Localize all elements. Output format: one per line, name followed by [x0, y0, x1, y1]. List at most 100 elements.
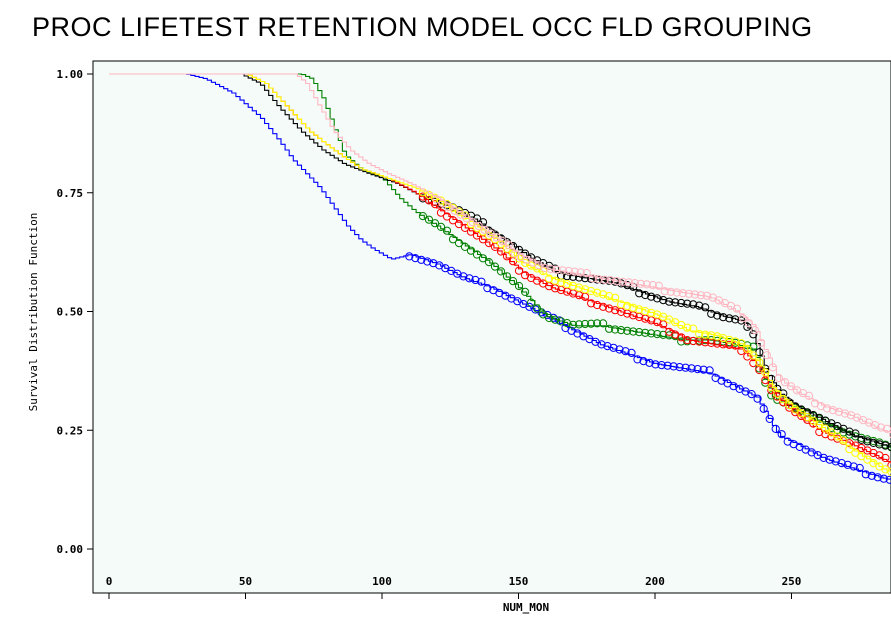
- censor-marker: [514, 281, 524, 291]
- censor-marker: [618, 277, 627, 286]
- censor-marker: [405, 252, 414, 261]
- censor-marker: [563, 280, 572, 289]
- x-tick-label: 0: [106, 575, 113, 588]
- censor-marker: [725, 340, 734, 349]
- censor-marker: [869, 459, 878, 468]
- censor-marker: [641, 290, 650, 300]
- censor-marker: [460, 223, 470, 232]
- censor-marker: [780, 378, 790, 387]
- censor-marker: [819, 453, 828, 462]
- censor-marker: [587, 286, 596, 296]
- censor-marker: [713, 332, 722, 341]
- censor-marker: [545, 313, 554, 323]
- censor-marker: [442, 212, 452, 221]
- censor-marker: [828, 406, 838, 415]
- censor-marker: [611, 293, 620, 302]
- censor-marker: [749, 351, 758, 360]
- censor-marker: [683, 299, 692, 308]
- censor-marker: [647, 329, 656, 338]
- censor-marker: [833, 432, 842, 441]
- censor-marker: [774, 374, 784, 383]
- censor-marker: [863, 437, 872, 446]
- censor-marker: [657, 361, 666, 370]
- censor-marker: [474, 221, 483, 231]
- censor-marker: [641, 328, 650, 337]
- censor-marker: [677, 298, 686, 308]
- censor-marker: [831, 457, 840, 466]
- series-6: [109, 73, 891, 439]
- censor-marker: [629, 303, 638, 312]
- censor-marker: [633, 355, 642, 364]
- censor-marker: [761, 378, 770, 387]
- censor-marker: [460, 242, 470, 251]
- censor-marker: [738, 314, 748, 323]
- censor-marker: [508, 277, 518, 286]
- censor-marker: [459, 272, 468, 281]
- censor-marker: [444, 202, 453, 212]
- censor-marker: [785, 400, 794, 409]
- censor-marker: [454, 239, 464, 248]
- censor-marker: [599, 290, 608, 299]
- censor-marker: [768, 363, 778, 372]
- censor-marker: [876, 423, 886, 432]
- series-layer: [109, 73, 891, 484]
- censor-marker: [492, 233, 501, 242]
- censor-marker: [767, 391, 776, 400]
- censor-marker: [599, 302, 608, 311]
- censor-marker: [635, 305, 644, 314]
- censor-marker: [755, 358, 764, 367]
- censor-marker: [804, 391, 814, 400]
- censor-marker: [725, 335, 734, 344]
- censor-marker: [653, 310, 662, 319]
- censor-marker: [575, 283, 584, 292]
- censor-marker: [654, 281, 663, 290]
- censor-marker: [719, 340, 728, 349]
- censor-marker: [743, 344, 752, 353]
- censor-marker: [593, 319, 602, 328]
- censor-marker: [671, 298, 680, 307]
- censor-marker: [701, 303, 710, 312]
- censor-marker: [430, 219, 440, 228]
- censor-marker: [438, 199, 447, 208]
- censor-marker: [695, 329, 704, 339]
- censor-marker: [581, 319, 590, 329]
- censor-marker: [702, 291, 712, 300]
- censor-marker: [551, 276, 560, 285]
- censor-marker: [879, 474, 888, 483]
- plot-background: [92, 60, 891, 594]
- censor-marker: [815, 420, 824, 429]
- censor-marker: [881, 453, 890, 463]
- censor-marker: [653, 330, 662, 339]
- series-1: [109, 73, 891, 484]
- censor-marker: [834, 407, 844, 416]
- censor-marker: [462, 214, 471, 223]
- x-tick-label: 100: [372, 575, 392, 588]
- censor-marker: [611, 306, 620, 315]
- censor-marker: [861, 470, 870, 479]
- censor-marker: [546, 264, 555, 274]
- censor-marker: [857, 435, 866, 444]
- censor-marker: [887, 442, 891, 451]
- censor-marker: [851, 448, 860, 457]
- censor-marker: [756, 338, 766, 347]
- censor-marker: [569, 281, 578, 290]
- censor-marker: [719, 334, 728, 343]
- axis-layer: 0.00 0.25 0.50 0.75 1.00 0 50 100 150 200 250: [57, 68, 801, 599]
- censor-marker: [521, 287, 530, 296]
- censor-marker: [889, 431, 891, 439]
- censor-marker: [436, 222, 446, 231]
- censor-marker: [593, 288, 602, 297]
- x-tick-label: 150: [509, 575, 529, 588]
- censor-marker: [606, 276, 615, 285]
- censor-marker: [833, 434, 842, 443]
- censor-marker: [448, 235, 458, 244]
- censor-marker: [797, 409, 806, 418]
- censor-marker: [486, 229, 495, 238]
- censor-marker: [472, 250, 482, 259]
- censor-marker: [641, 307, 650, 316]
- censor-marker: [672, 288, 681, 297]
- censor-marker: [767, 383, 776, 392]
- censor-marker: [725, 314, 734, 323]
- y-axis-label: Survival Distribution Function: [27, 213, 40, 412]
- censor-marker: [675, 363, 684, 372]
